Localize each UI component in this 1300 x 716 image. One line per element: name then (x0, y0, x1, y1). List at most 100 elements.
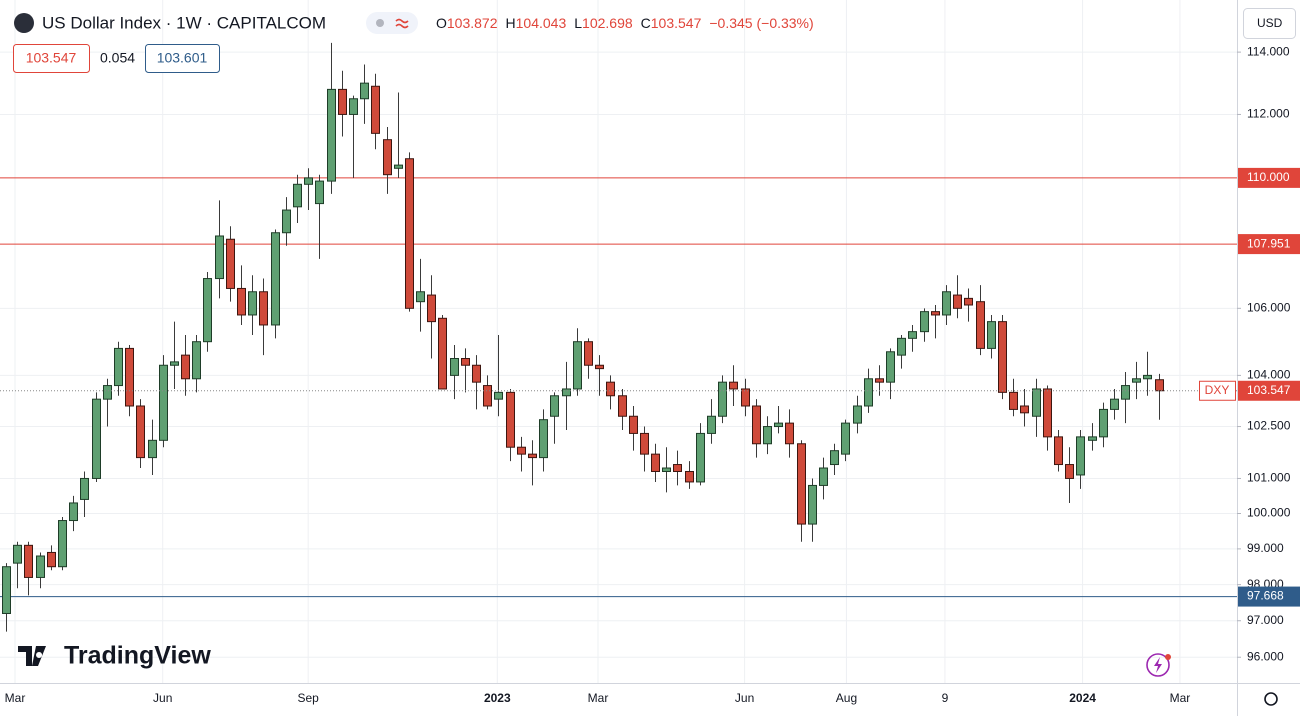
candle-body (215, 235, 224, 280)
last-price-box (1238, 380, 1300, 401)
bid-box[interactable] (13, 44, 90, 73)
x-tick-label: Jun (153, 691, 172, 705)
candle-body (662, 467, 671, 472)
candle-body (304, 177, 313, 185)
candle-body (92, 398, 101, 479)
spread: 0.054 (100, 50, 135, 66)
settings-icon[interactable] (1264, 692, 1278, 706)
ohlc-value: 104.043 (516, 15, 567, 31)
candle-body (1121, 385, 1130, 400)
candle-body (80, 477, 89, 500)
candle-body (450, 358, 459, 376)
candle-body (1076, 436, 1085, 476)
candle-body (293, 183, 302, 208)
ohlc-value: 102.698 (582, 15, 633, 31)
candle-body (371, 85, 380, 134)
candle-body (282, 209, 291, 234)
brand-logo (18, 646, 46, 666)
compare-toggle[interactable] (366, 12, 418, 34)
candle-body (394, 164, 403, 169)
candle-body (1088, 436, 1097, 441)
last-price: 103.547 (1247, 383, 1291, 397)
candle-body (58, 520, 67, 568)
candle-body (461, 358, 470, 366)
symbol-box (1199, 380, 1236, 401)
y-tick-label: 100.000 (1247, 506, 1291, 520)
candle-body (1009, 391, 1018, 410)
candle-body (494, 391, 503, 400)
candle-body (1143, 374, 1152, 380)
x-tick-label: Mar (588, 691, 609, 705)
ohlc-key: H (506, 15, 516, 31)
candle-body (640, 432, 649, 455)
candle-body (528, 453, 537, 459)
candle-body (181, 354, 190, 380)
candle-body (13, 544, 22, 564)
level-label: 97.668 (1247, 589, 1284, 603)
candle-body (908, 331, 917, 339)
candle-body (964, 297, 973, 306)
candle-body (841, 422, 850, 455)
ohlc-key: C (641, 15, 651, 31)
chart-title: US Dollar Index · 1W · CAPITALCOM (42, 13, 326, 32)
alert-bolt (1154, 657, 1162, 673)
currency-button[interactable] (1243, 8, 1296, 39)
level-label: 107.951 (1247, 236, 1291, 250)
ohlc-value: 103.547 (651, 15, 702, 31)
candle-body (853, 405, 862, 424)
candle-body (618, 395, 627, 417)
x-tick-label: 2024 (1069, 691, 1096, 705)
candle-body (226, 238, 235, 289)
alert-icon[interactable] (1146, 653, 1170, 677)
x-tick-label: 9 (942, 691, 949, 705)
x-tick-label: Jun (735, 691, 754, 705)
candle-body (819, 467, 828, 486)
candle-body (338, 88, 347, 115)
symbol-label: DXY (1205, 383, 1230, 397)
y-tick-label: 99.000 (1247, 541, 1284, 555)
candle-body (785, 422, 794, 445)
change: −0.345 (−0.33%) (709, 15, 813, 31)
candle-body (998, 321, 1007, 393)
x-tick-label: 2023 (484, 691, 511, 705)
y-tick-label: 112.000 (1247, 107, 1290, 121)
candle-body (897, 337, 906, 356)
candle-body (237, 287, 246, 316)
candle-body (1032, 388, 1041, 417)
candle-body (651, 453, 660, 472)
candle-body (472, 364, 481, 383)
bid-price: 103.547 (26, 50, 77, 66)
candle-body (203, 278, 212, 343)
candle-body (987, 321, 996, 349)
candle-body (942, 291, 951, 316)
candle-body (506, 391, 515, 448)
candle-body (170, 361, 179, 366)
candle-body (573, 341, 582, 390)
alert-dot (1165, 654, 1171, 660)
candle-body (595, 364, 604, 370)
candle-body (192, 341, 201, 380)
candle-body (136, 405, 145, 459)
candle-body (416, 291, 425, 303)
candle-body (114, 347, 123, 387)
candle-body (1110, 398, 1119, 410)
candle-body (797, 443, 806, 525)
candle-body (259, 291, 268, 326)
candle-body (2, 566, 11, 614)
y-tick-label: 102.500 (1247, 419, 1291, 433)
candle-body (584, 341, 593, 366)
candle-body (931, 311, 940, 316)
candle-body (741, 388, 750, 407)
candle-body (1155, 379, 1164, 392)
level-label: 110.000 (1247, 170, 1290, 184)
candle-body (405, 158, 414, 309)
candle-body (483, 385, 492, 407)
candle-body (808, 484, 817, 525)
y-tick-label: 97.000 (1247, 613, 1284, 627)
ohlc-key: L (574, 15, 582, 31)
candle-body (427, 294, 436, 323)
level-box (1238, 586, 1300, 607)
ask-box[interactable] (145, 44, 220, 73)
y-tick-label: 104.000 (1247, 368, 1291, 382)
